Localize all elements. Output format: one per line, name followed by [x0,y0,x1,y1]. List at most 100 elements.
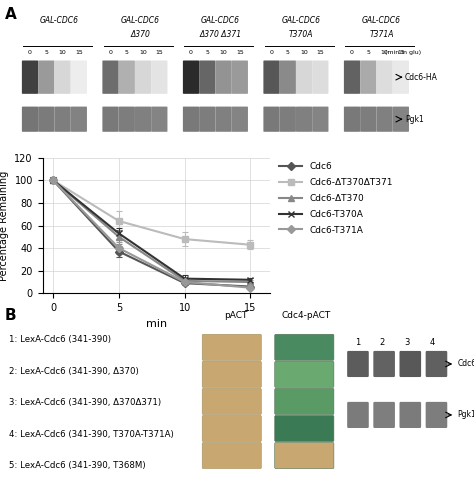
FancyBboxPatch shape [426,351,447,377]
FancyBboxPatch shape [400,351,421,377]
FancyBboxPatch shape [202,388,261,415]
Text: T370A: T370A [289,30,313,39]
Text: GAL-CDC6: GAL-CDC6 [121,16,160,25]
FancyBboxPatch shape [280,61,296,94]
FancyBboxPatch shape [392,106,409,132]
Text: 5: 5 [366,50,370,55]
Text: 15: 15 [155,50,163,55]
FancyBboxPatch shape [202,416,261,442]
FancyBboxPatch shape [275,443,334,469]
FancyBboxPatch shape [151,61,167,94]
FancyBboxPatch shape [296,106,312,132]
Text: 1: LexA-Cdc6 (341-390): 1: LexA-Cdc6 (341-390) [9,335,111,344]
Text: 0: 0 [270,50,273,55]
FancyBboxPatch shape [215,106,232,132]
Legend: Cdc6, Cdc6-ΔT370ΔT371, Cdc6-ΔT370, Cdc6-T370A, Cdc6-T371A: Cdc6, Cdc6-ΔT370ΔT371, Cdc6-ΔT370, Cdc6-… [280,162,393,235]
FancyBboxPatch shape [280,106,296,132]
FancyBboxPatch shape [199,106,215,132]
FancyBboxPatch shape [347,351,369,377]
Text: T371A: T371A [369,30,394,39]
FancyBboxPatch shape [360,106,376,132]
FancyBboxPatch shape [135,106,151,132]
Text: 4: 4 [430,338,435,347]
FancyBboxPatch shape [102,106,118,132]
Text: Pgk1: Pgk1 [457,411,474,420]
Text: GAL-CDC6: GAL-CDC6 [201,16,240,25]
Text: 4: LexA-Cdc6 (341-390, T370A-T371A): 4: LexA-Cdc6 (341-390, T370A-T371A) [9,430,174,439]
Text: 1: 1 [355,338,360,347]
FancyBboxPatch shape [71,61,87,94]
Text: 0: 0 [109,50,112,55]
FancyBboxPatch shape [275,388,334,415]
FancyBboxPatch shape [312,106,328,132]
FancyBboxPatch shape [22,106,38,132]
FancyBboxPatch shape [344,106,360,132]
FancyBboxPatch shape [151,106,167,132]
FancyBboxPatch shape [215,61,232,94]
FancyBboxPatch shape [183,61,199,94]
Text: 3: 3 [405,338,410,347]
X-axis label: min: min [146,318,167,329]
Text: 5: 5 [45,50,48,55]
FancyBboxPatch shape [199,61,215,94]
Text: 2: 2 [380,338,385,347]
Text: (min in glu): (min in glu) [385,50,421,55]
Text: 10: 10 [300,50,308,55]
Text: 3: LexA-Cdc6 (341-390, Δ370Δ371): 3: LexA-Cdc6 (341-390, Δ370Δ371) [9,398,162,407]
FancyBboxPatch shape [264,106,280,132]
FancyBboxPatch shape [232,61,248,94]
FancyBboxPatch shape [135,61,151,94]
Text: 10: 10 [219,50,228,55]
Text: GAL-CDC6: GAL-CDC6 [362,16,401,25]
FancyBboxPatch shape [312,61,328,94]
FancyBboxPatch shape [275,334,334,360]
Text: 5: 5 [205,50,209,55]
FancyBboxPatch shape [426,402,447,428]
Text: 15: 15 [75,50,82,55]
Text: 5: 5 [286,50,290,55]
FancyBboxPatch shape [376,106,392,132]
FancyBboxPatch shape [392,61,409,94]
Text: 10: 10 [381,50,388,55]
FancyBboxPatch shape [202,361,261,387]
Text: B: B [5,308,17,323]
FancyBboxPatch shape [232,106,248,132]
Text: 0: 0 [28,50,32,55]
FancyBboxPatch shape [376,61,392,94]
Text: Pgk1: Pgk1 [405,115,424,124]
FancyBboxPatch shape [102,61,118,94]
FancyBboxPatch shape [344,61,360,94]
FancyBboxPatch shape [38,106,55,132]
Text: 0: 0 [189,50,193,55]
FancyBboxPatch shape [202,443,261,469]
FancyBboxPatch shape [275,361,334,387]
Text: 10: 10 [59,50,66,55]
Text: 10: 10 [139,50,147,55]
FancyBboxPatch shape [55,61,71,94]
FancyBboxPatch shape [183,106,199,132]
FancyBboxPatch shape [400,402,421,428]
Text: Δ370: Δ370 [130,30,150,39]
FancyBboxPatch shape [118,61,135,94]
Text: 15: 15 [397,50,405,55]
Text: pACT: pACT [224,311,248,320]
FancyBboxPatch shape [275,416,334,442]
FancyBboxPatch shape [38,61,55,94]
Text: Cdc6-HA: Cdc6-HA [405,72,438,82]
FancyBboxPatch shape [374,402,395,428]
Text: 2: LexA-Cdc6 (341-390, Δ370): 2: LexA-Cdc6 (341-390, Δ370) [9,367,139,376]
FancyBboxPatch shape [264,61,280,94]
Text: A: A [5,7,17,22]
Text: 0: 0 [350,50,354,55]
Text: 5: LexA-Cdc6 (341-390, T368M): 5: LexA-Cdc6 (341-390, T368M) [9,461,146,470]
FancyBboxPatch shape [71,106,87,132]
Y-axis label: Percentage Remaining: Percentage Remaining [0,171,9,281]
Text: Δ370 Δ371: Δ370 Δ371 [200,30,242,39]
FancyBboxPatch shape [360,61,376,94]
FancyBboxPatch shape [55,106,71,132]
FancyBboxPatch shape [374,351,395,377]
Text: GAL-CDC6: GAL-CDC6 [282,16,320,25]
FancyBboxPatch shape [118,106,135,132]
FancyBboxPatch shape [347,402,369,428]
Text: 15: 15 [317,50,324,55]
